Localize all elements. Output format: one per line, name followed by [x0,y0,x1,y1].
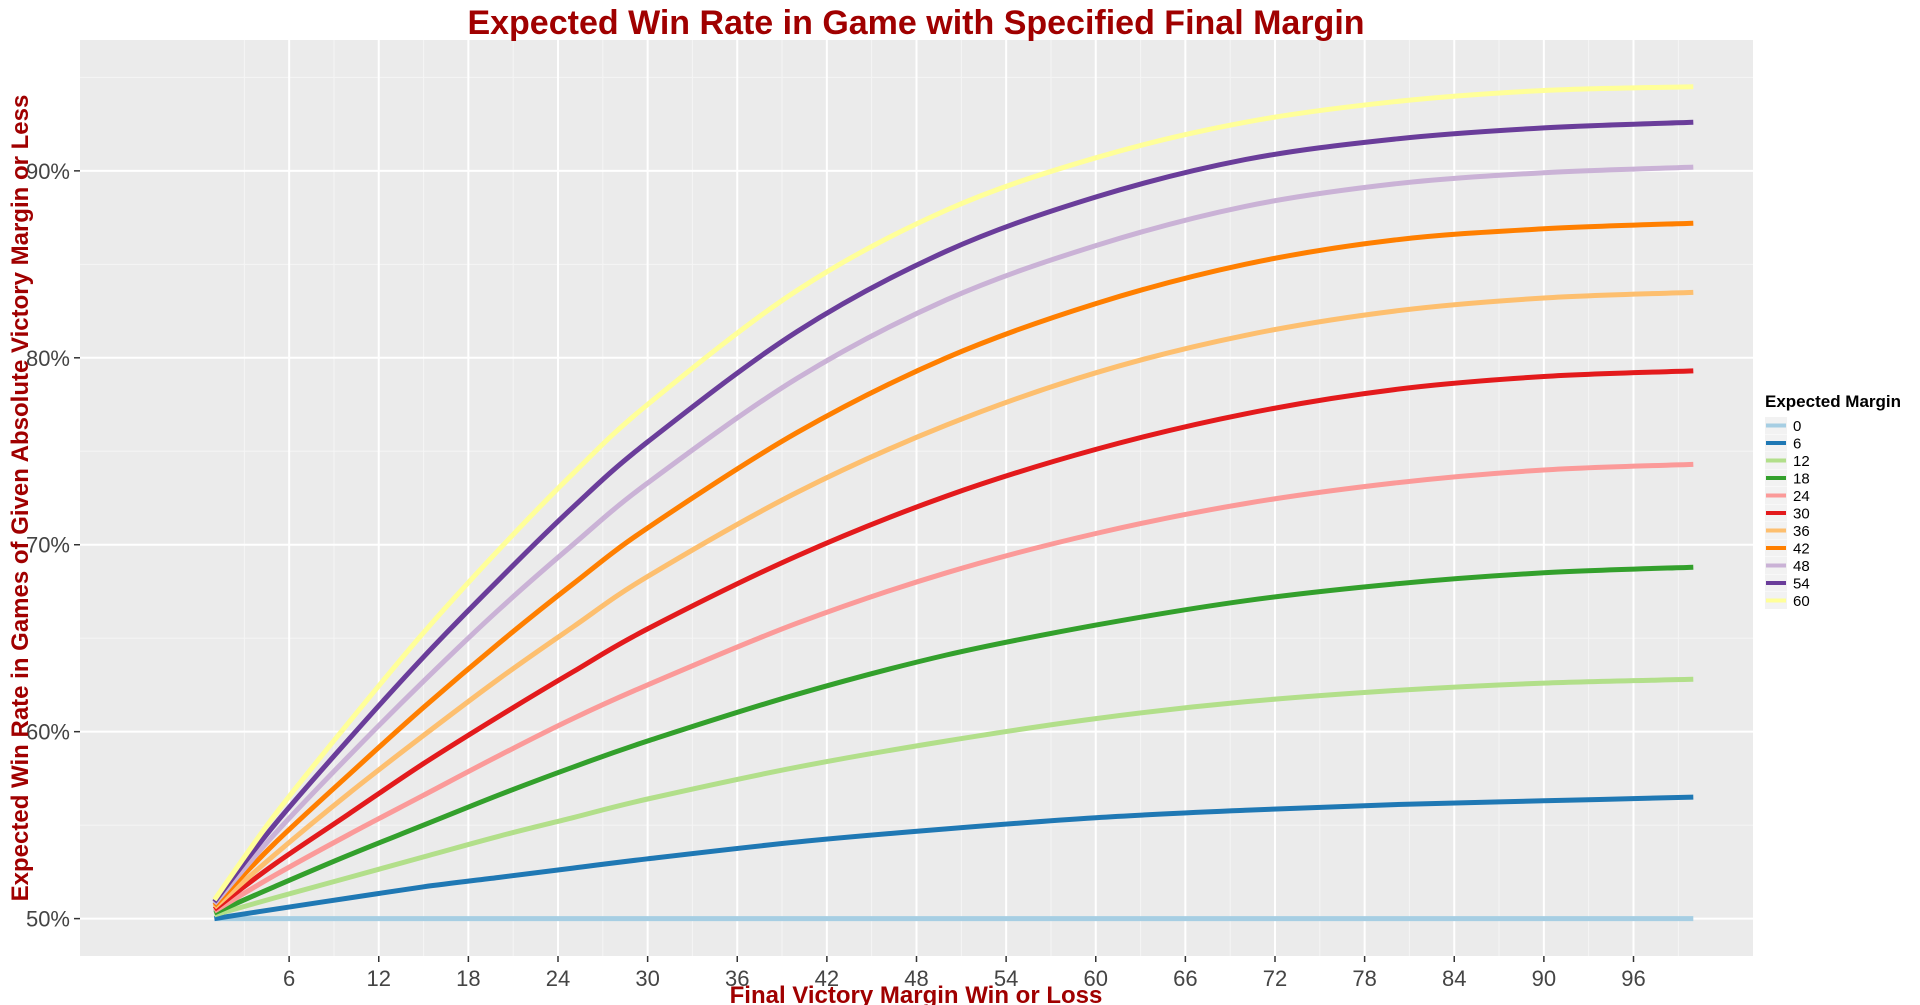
series-lines [212,84,1694,922]
x-tick-label: 18 [456,966,480,991]
y-tick-label: 60% [26,720,70,745]
x-tick-label: 30 [635,966,659,991]
series-line-6 [214,794,1694,922]
chart-title: Expected Win Rate in Game with Specified… [467,4,1364,42]
series-line-30 [212,368,1694,912]
x-tick-label: 84 [1442,966,1466,991]
series-line-60 [212,84,1694,902]
legend-label-18: 18 [1793,471,1810,488]
legend-label-24: 24 [1793,488,1810,505]
x-tick-label: 54 [994,966,1018,991]
y-axis-title: Expected Win Rate in Games of Given Abso… [7,95,34,902]
legend-label-0: 0 [1793,418,1801,435]
x-axis-title: Final Victory Margin Win or Loss [730,982,1103,1005]
x-tick-label: 36 [725,966,749,991]
y-tick-label: 80% [26,346,70,371]
series-line-54 [212,119,1694,904]
x-tick-label: 72 [1263,966,1287,991]
x-tick-label: 78 [1352,966,1376,991]
legend-label-60: 60 [1793,593,1810,610]
legend-title: Expected Margin [1765,392,1901,411]
y-tick-label: 90% [26,159,70,184]
y-tick-label: 70% [26,533,70,558]
legend-label-42: 42 [1793,541,1810,558]
x-axis-ticks: 6 12 18 24 30 36 42 48 54 60 66 72 78 84 90 96 [283,956,1646,991]
legend-label-48: 48 [1793,558,1810,575]
x-tick-label: 12 [367,966,391,991]
x-tick-label: 42 [815,966,839,991]
series-line-42 [212,220,1694,908]
legend-label-30: 30 [1793,506,1810,523]
x-tick-label: 66 [1173,966,1197,991]
x-tick-label: 6 [283,966,295,991]
x-tick-label: 96 [1621,966,1645,991]
x-tick-label: 48 [904,966,928,991]
series-line-48 [212,164,1694,906]
x-tick-label: 90 [1532,966,1556,991]
x-tick-label: 24 [546,966,570,991]
series-line-36 [212,289,1694,910]
y-tick-label: 50% [26,907,70,932]
y-axis-ticks: 50% 60% 70% 80% 90% [26,159,80,932]
x-tick-label: 60 [1084,966,1108,991]
legend-label-36: 36 [1793,523,1810,540]
series-line-18 [213,564,1694,916]
legend-label-12: 12 [1793,453,1810,470]
legend-label-6: 6 [1793,436,1801,453]
series-line-12 [213,676,1694,918]
legend-label-54: 54 [1793,576,1810,593]
series-line-24 [213,461,1694,914]
